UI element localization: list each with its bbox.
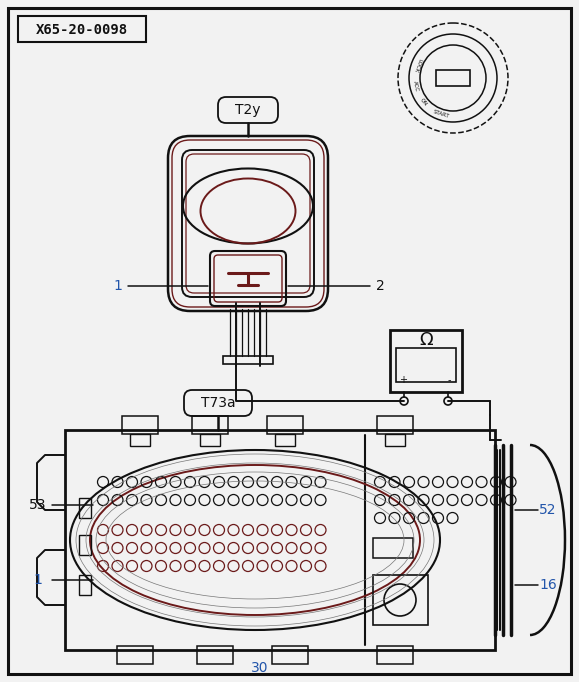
Bar — [65, 430, 495, 650]
Text: 16: 16 — [539, 578, 557, 592]
Bar — [79, 498, 91, 518]
Bar — [79, 535, 91, 555]
Text: 1: 1 — [113, 279, 122, 293]
Text: LOCK: LOCK — [412, 57, 422, 72]
Text: -: - — [447, 375, 450, 385]
Text: X65-20-0098: X65-20-0098 — [36, 23, 128, 37]
Bar — [267, 416, 303, 434]
Text: Ω: Ω — [419, 331, 433, 349]
Text: 53: 53 — [30, 498, 47, 512]
Bar — [18, 16, 146, 42]
Text: 30: 30 — [251, 661, 269, 675]
Bar — [377, 416, 413, 434]
Text: T2y: T2y — [235, 103, 261, 117]
Bar — [272, 646, 308, 664]
Text: START: START — [433, 109, 450, 119]
Text: +: + — [399, 375, 407, 385]
Bar — [373, 575, 428, 625]
Text: 1: 1 — [34, 573, 42, 587]
Text: T73a: T73a — [201, 396, 235, 410]
Bar — [192, 416, 228, 434]
Bar — [122, 416, 158, 434]
Bar — [223, 356, 273, 364]
Bar — [385, 434, 405, 446]
Text: ACC: ACC — [412, 80, 419, 92]
Bar — [130, 434, 150, 446]
Bar — [117, 646, 153, 664]
Bar — [436, 70, 470, 86]
Bar — [200, 434, 220, 446]
Bar — [275, 434, 295, 446]
Bar — [373, 538, 413, 558]
Bar — [79, 575, 91, 595]
Bar — [396, 348, 456, 382]
Text: ON: ON — [419, 98, 428, 107]
Bar — [197, 646, 233, 664]
Text: 2: 2 — [376, 279, 384, 293]
Bar — [377, 646, 413, 664]
Text: 52: 52 — [539, 503, 557, 517]
Bar — [390, 330, 462, 392]
